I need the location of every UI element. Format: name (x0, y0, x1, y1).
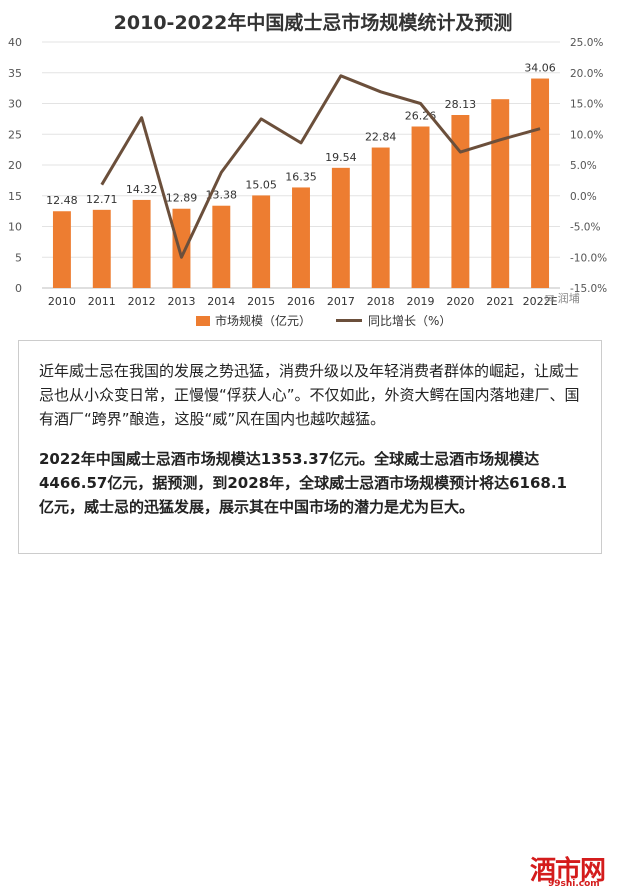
wechat-watermark-label: 润埔 (557, 292, 580, 305)
right-axis-tick-label: 25.0% (570, 37, 603, 49)
x-axis-tick-label: 2011 (88, 295, 116, 308)
left-axis-tick-label: 5 (15, 251, 22, 264)
site-logo-sub: 99shi.com (548, 879, 600, 889)
bar-data-label: 19.54 (325, 151, 357, 164)
x-axis-tick-label: 2015 (247, 295, 275, 308)
article-paragraph-2: 2022年中国威士忌酒市场规模达1353.37亿元。全球威士忌酒市场规模达446… (39, 450, 567, 516)
x-axis-tick-label: 2014 (207, 295, 235, 308)
bar-data-label: 14.32 (126, 183, 158, 196)
wechat-watermark: ✉ 润埔 (545, 292, 580, 305)
article-box: 近年威士忌在我国的发展之势迅猛，消费升级以及年轻消费者群体的崛起，让威士忌也从小… (18, 340, 602, 554)
legend-item-bar: 市场规模（亿元） (196, 312, 311, 329)
article-panel: 近年威士忌在我国的发展之势迅猛，消费升级以及年轻消费者群体的崛起，让威士忌也从小… (0, 330, 626, 889)
bar (451, 115, 470, 288)
bar (292, 187, 310, 288)
bar (252, 195, 271, 288)
chart-title: 2010-2022年中国威士忌市场规模统计及预测 (113, 12, 513, 34)
chart-legend: 市场规模（亿元） 同比增长（%） (0, 312, 626, 330)
left-axis-tick-label: 20 (8, 159, 22, 172)
bar (531, 78, 550, 288)
bar-data-label: 34.06 (524, 62, 556, 75)
article-paragraph-1: 近年威士忌在我国的发展之势迅猛，消费升级以及年轻消费者群体的崛起，让威士忌也从小… (39, 362, 580, 428)
left-axis-tick-label: 30 (8, 98, 22, 111)
right-axis-tick-label: 15.0% (570, 99, 603, 111)
legend-label-bar: 市场规模（亿元） (215, 314, 312, 328)
x-axis-tick-label: 2020 (446, 295, 474, 308)
left-axis-tick-label: 10 (8, 221, 22, 234)
right-axis-tick-label: -10.0% (570, 252, 607, 264)
bar-data-label: 12.89 (166, 192, 198, 205)
legend-swatch-line (336, 319, 362, 322)
bar (411, 126, 430, 288)
right-axis-tick-label: 10.0% (570, 129, 603, 141)
x-axis-tick-label: 2021 (486, 295, 514, 308)
x-axis-tick-label: 2013 (167, 295, 195, 308)
bar-data-label: 15.05 (245, 178, 277, 191)
bar-data-label: 12.71 (86, 193, 118, 206)
chart-plot: 0 5 10 15 20 25 30 35 40 -15.0% -10.0% -5.0% 0.0% 5.0… (8, 36, 607, 308)
left-axis-tick-label: 25 (8, 128, 22, 141)
x-axis-tick-label: 2019 (407, 295, 435, 308)
right-axis-tick-label: -5.0% (570, 222, 600, 234)
right-axis-tick-label: -15.0% (570, 283, 607, 295)
bar (212, 205, 231, 288)
bar-data-label: 12.48 (46, 194, 78, 207)
x-axis-tick-label: 2016 (287, 295, 315, 308)
x-axis-tick-label: 2010 (48, 295, 76, 308)
bar (172, 208, 191, 288)
right-axis-tick-label: 0.0% (570, 191, 597, 203)
left-axis-tick-label: 0 (15, 282, 22, 295)
x-axis-tick-label: 2012 (128, 295, 156, 308)
x-axis-tick-label: 2018 (367, 295, 395, 308)
bar-data-label: 28.13 (445, 98, 477, 111)
bar-data-label: 16.35 (285, 170, 317, 183)
bar-data-label: 22.84 (365, 131, 397, 144)
left-axis-tick-label: 35 (8, 67, 22, 80)
bar (92, 209, 111, 288)
legend-swatch-bar (196, 315, 210, 326)
bar (371, 147, 390, 288)
bar (331, 167, 350, 288)
growth-line (100, 74, 541, 259)
bar (52, 211, 71, 288)
right-axis-tick-label: 20.0% (570, 68, 603, 80)
legend-item-line: 同比增长（%） (336, 312, 451, 329)
right-axis-tick-label: 5.0% (570, 160, 597, 172)
bar (491, 99, 510, 288)
left-axis-tick-label: 40 (8, 36, 22, 49)
left-axis-tick-label: 15 (8, 190, 22, 203)
bar (132, 199, 151, 288)
x-axis-tick-label: 2022E (523, 295, 558, 308)
x-axis-tick-label: 2017 (327, 295, 355, 308)
chart-panel: 0 5 10 15 20 25 30 35 40 -15.0% -10.0% -5.0% 0.0% 5.0… (0, 0, 626, 330)
legend-label-line: 同比增长（%） (368, 314, 452, 328)
